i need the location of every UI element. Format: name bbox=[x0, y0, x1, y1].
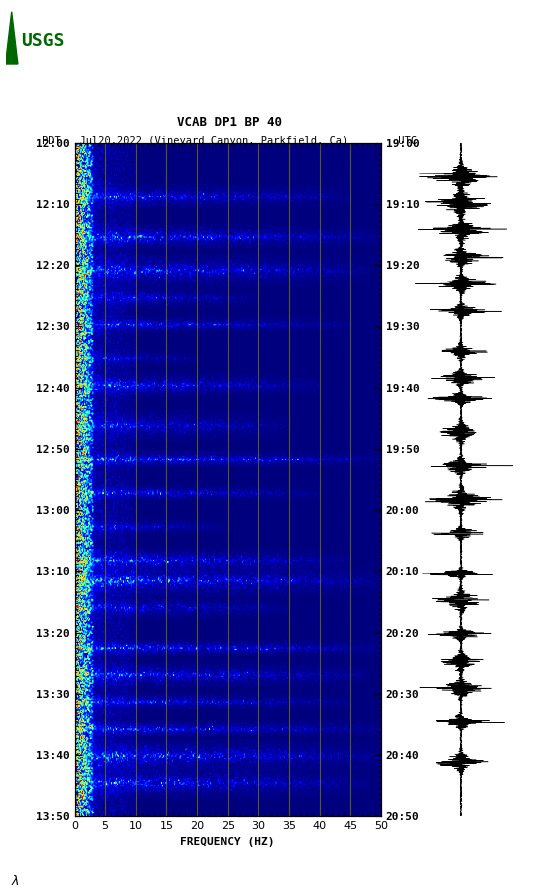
X-axis label: FREQUENCY (HZ): FREQUENCY (HZ) bbox=[181, 837, 275, 847]
Text: PDT   Jul20,2022 (Vineyard Canyon, Parkfield, Ca)        UTC: PDT Jul20,2022 (Vineyard Canyon, Parkfie… bbox=[41, 136, 417, 145]
Text: VCAB DP1 BP 40: VCAB DP1 BP 40 bbox=[177, 116, 282, 129]
Text: $\lambda$: $\lambda$ bbox=[11, 874, 20, 888]
Text: USGS: USGS bbox=[21, 32, 65, 50]
Polygon shape bbox=[6, 12, 18, 64]
